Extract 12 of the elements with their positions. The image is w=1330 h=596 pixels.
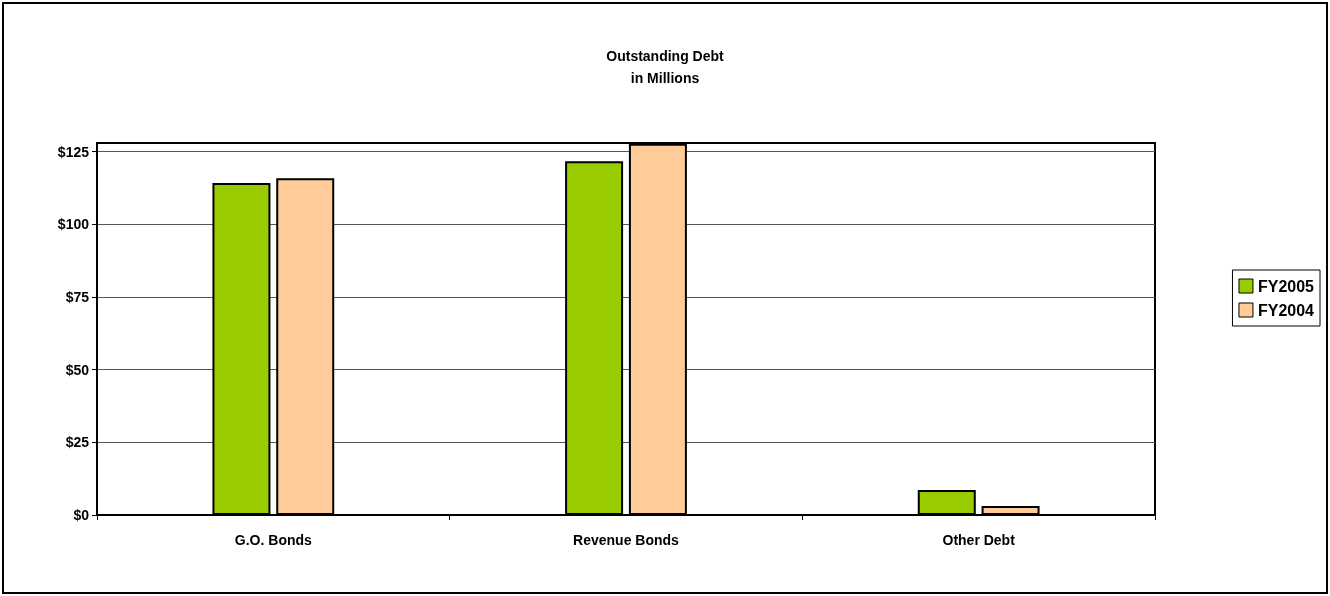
y-tick-label: $0 [73, 507, 90, 523]
y-tick-label: $125 [57, 143, 90, 160]
legend-label: FY2005 [1257, 277, 1315, 295]
x-tick-label: Other Debt [942, 532, 1016, 548]
y-tick-label: $50 [65, 361, 90, 378]
x-tick-label: G.O. Bonds [234, 532, 313, 548]
chart-title: Outstanding Debt in Millions [606, 48, 725, 86]
y-tick-label: $25 [65, 434, 90, 451]
y-tick-label: $75 [65, 289, 90, 306]
x-tick-label: Revenue Bonds [573, 532, 680, 548]
legend-label: FY2004 [1257, 301, 1315, 319]
y-tick-label: $100 [57, 216, 90, 233]
